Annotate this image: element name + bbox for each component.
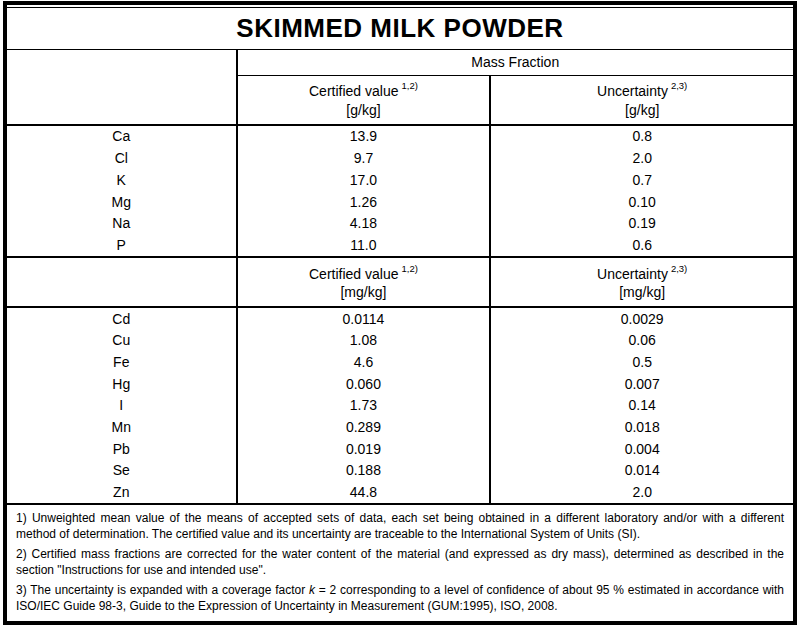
element-symbol-cell: Mn (7, 417, 237, 439)
element-symbol-cell: K (7, 169, 237, 191)
uncertainty-gkg-header: Uncertainty2,3) [g/kg] (490, 76, 793, 126)
blank-corner-cell (7, 50, 237, 126)
group-header-row: Mass Fraction (7, 50, 793, 76)
element-symbol-cell: Mg (7, 191, 237, 213)
certified-value-cell: 17.0 (237, 169, 491, 191)
footnote-ref: 2,3) (671, 80, 687, 91)
element-symbol-cell: Pb (7, 438, 237, 460)
certified-value-cell: 0.289 (237, 417, 491, 439)
table-row: Fe 4.6 0.5 (7, 352, 793, 374)
column-header-row-mgkg: Certified value1,2) [mg/kg] Uncertainty2… (7, 257, 793, 307)
table-row: Cl 9.7 2.0 (7, 148, 793, 170)
uncertainty-value-cell: 0.06 (490, 330, 793, 352)
unit-label: [mg/kg] (491, 284, 793, 301)
footnote-ref: 1,2) (402, 80, 418, 91)
element-symbol-cell: I (7, 395, 237, 417)
uncertainty-value-cell: 0.007 (490, 373, 793, 395)
table-row: Cd 0.0114 0.0029 (7, 307, 793, 330)
element-symbol-cell: Ca (7, 125, 237, 148)
table-row: Zn 44.8 2.0 (7, 482, 793, 505)
table-row: Ca 13.9 0.8 (7, 125, 793, 148)
certified-value-cell: 1.73 (237, 395, 491, 417)
table-row: Se 0.188 0.014 (7, 460, 793, 482)
title-row: SKIMMED MILK POWDER (7, 8, 793, 50)
uncertainty-value-cell: 2.0 (490, 482, 793, 505)
element-symbol-cell: Cu (7, 330, 237, 352)
table-row: I 1.73 0.14 (7, 395, 793, 417)
footnote-ref: 2,3) (671, 263, 687, 274)
uncertainty-label: Uncertainty (597, 265, 668, 281)
uncertainty-value-cell: 2.0 (490, 148, 793, 170)
certified-value-mgkg-header: Certified value1,2) [mg/kg] (237, 257, 491, 307)
certified-value-cell: 0.0114 (237, 307, 491, 330)
uncertainty-value-cell: 0.014 (490, 460, 793, 482)
table-row: K 17.0 0.7 (7, 169, 793, 191)
certified-value-cell: 0.019 (237, 438, 491, 460)
uncertainty-value-cell: 0.7 (490, 169, 793, 191)
uncertainty-value-cell: 0.004 (490, 438, 793, 460)
table-row: Hg 0.060 0.007 (7, 373, 793, 395)
uncertainty-value-cell: 0.14 (490, 395, 793, 417)
certificate-sheet: SKIMMED MILK POWDER Mass Fraction Certif… (3, 1, 797, 625)
footnote-1: 1) Unweighted mean value of the means of… (16, 511, 784, 542)
certified-value-cell: 9.7 (237, 148, 491, 170)
element-symbol-cell: Cd (7, 307, 237, 330)
certified-value-cell: 44.8 (237, 482, 491, 505)
uncertainty-value-cell: 0.5 (490, 352, 793, 374)
certified-value-cell: 1.26 (237, 191, 491, 213)
uncertainty-value-cell: 0.8 (490, 125, 793, 148)
certified-value-cell: 4.18 (237, 213, 491, 235)
table-row: Mg 1.26 0.10 (7, 191, 793, 213)
certified-value-cell: 4.6 (237, 352, 491, 374)
uncertainty-value-cell: 0.10 (490, 191, 793, 213)
mass-fraction-header: Mass Fraction (237, 50, 794, 76)
unit-label: [g/kg] (491, 102, 793, 119)
blank-corner-cell (7, 257, 237, 307)
element-symbol-cell: Cl (7, 148, 237, 170)
table-row: P 11.0 0.6 (7, 234, 793, 257)
uncertainty-value-cell: 0.19 (490, 213, 793, 235)
footnote-2: 2) Certified mass fractions are correcte… (16, 547, 784, 578)
table-row: Pb 0.019 0.004 (7, 438, 793, 460)
uncertainty-value-cell: 0.018 (490, 417, 793, 439)
element-symbol-cell: P (7, 234, 237, 257)
table-row: Mn 0.289 0.018 (7, 417, 793, 439)
footnotes-row: 1) Unweighted mean value of the means of… (7, 504, 793, 623)
footnote-3: 3) The uncertainty is expanded with a co… (16, 583, 784, 614)
page-title: SKIMMED MILK POWDER (7, 8, 793, 50)
uncertainty-mgkg-header: Uncertainty2,3) [mg/kg] (490, 257, 793, 307)
certified-value-cell: 0.188 (237, 460, 491, 482)
certified-value-cell: 13.9 (237, 125, 491, 148)
uncertainty-label: Uncertainty (597, 83, 668, 99)
uncertainty-value-cell: 0.6 (490, 234, 793, 257)
certified-value-label: Certified value (309, 83, 399, 99)
certified-value-gkg-header: Certified value1,2) [g/kg] (237, 76, 491, 126)
footnotes-section: 1) Unweighted mean value of the means of… (7, 504, 793, 623)
element-symbol-cell: Fe (7, 352, 237, 374)
element-symbol-cell: Hg (7, 373, 237, 395)
certified-values-table: SKIMMED MILK POWDER Mass Fraction Certif… (7, 7, 793, 623)
certified-value-cell: 0.060 (237, 373, 491, 395)
certified-value-label: Certified value (309, 265, 399, 281)
element-symbol-cell: Se (7, 460, 237, 482)
table-row: Na 4.18 0.19 (7, 213, 793, 235)
unit-label: [g/kg] (238, 102, 490, 119)
table-row: Cu 1.08 0.06 (7, 330, 793, 352)
element-symbol-cell: Zn (7, 482, 237, 505)
certified-value-cell: 11.0 (237, 234, 491, 257)
uncertainty-value-cell: 0.0029 (490, 307, 793, 330)
unit-label: [mg/kg] (238, 284, 490, 301)
certified-value-cell: 1.08 (237, 330, 491, 352)
element-symbol-cell: Na (7, 213, 237, 235)
footnote-ref: 1,2) (402, 263, 418, 274)
